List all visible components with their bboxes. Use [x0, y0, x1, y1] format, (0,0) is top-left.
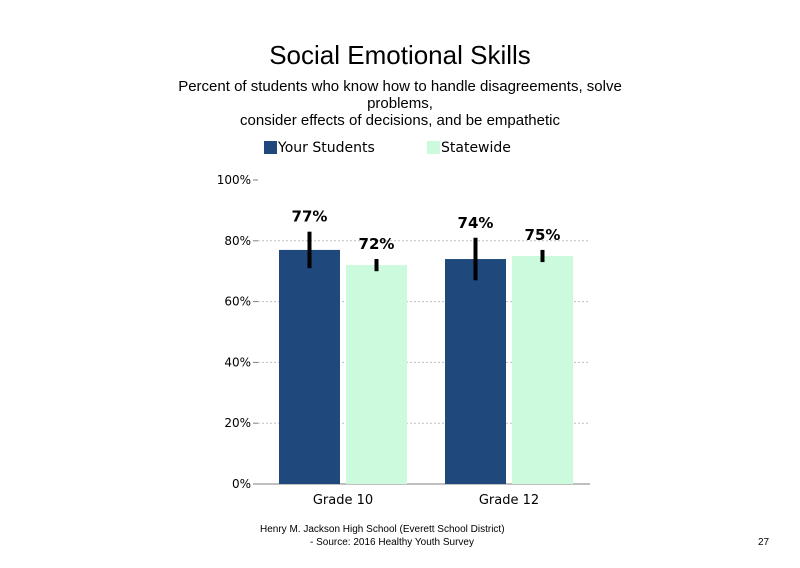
data-label: 77% — [292, 208, 328, 226]
y-tick-label: 20% — [224, 416, 251, 430]
y-tick-label: 100% — [217, 173, 251, 187]
x-tick-label: Grade 10 — [313, 493, 373, 508]
bar-your-students — [279, 249, 340, 484]
legend-label-your-students: Your Students — [278, 140, 375, 156]
data-label: 72% — [359, 235, 395, 253]
y-tick-label: 60% — [224, 295, 251, 309]
x-tick-label: Grade 12 — [479, 493, 539, 508]
page-number: 27 — [758, 537, 770, 548]
footer-school: Henry M. Jackson High School (Everett Sc… — [260, 524, 505, 535]
footer-source: - Source: 2016 Healthy Youth Survey — [310, 537, 474, 548]
data-label: 75% — [525, 226, 561, 244]
bar-your-students — [445, 259, 506, 484]
legend-label-statewide: Statewide — [441, 140, 511, 156]
y-tick-label: 80% — [224, 234, 251, 248]
chart-subtitle: Percent of students who know how to hand… — [150, 78, 650, 129]
subtitle-line-2: problems, — [367, 95, 433, 112]
y-tick-label: 40% — [224, 355, 251, 369]
legend-swatch-your-students — [264, 141, 277, 154]
y-tick-label: 0% — [232, 477, 251, 491]
bar-statewide — [346, 265, 407, 484]
subtitle-line-1: Percent of students who know how to hand… — [178, 78, 622, 95]
chart-title: Social Emotional Skills — [269, 40, 531, 70]
data-label: 74% — [458, 214, 494, 232]
subtitle-line-3: consider effects of decisions, and be em… — [240, 112, 560, 129]
bar-statewide — [512, 256, 573, 484]
legend-swatch-statewide — [427, 141, 440, 154]
